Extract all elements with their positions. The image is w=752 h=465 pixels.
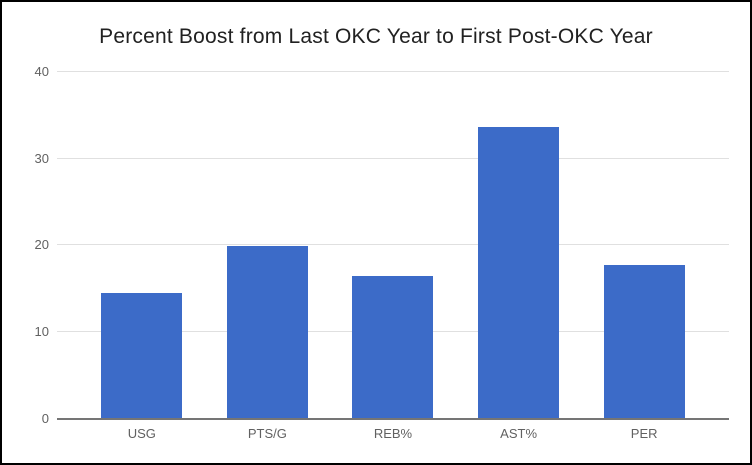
x-tick-label-REB%: REB% [373,426,413,441]
y-axis: 0 10 20 30 40 [2,65,49,426]
gridline-20 [57,244,729,245]
bar-PER [603,265,685,418]
chart-title: Percent Boost from Last OKC Year to Firs… [99,25,653,48]
bar-slot-PER [581,71,707,418]
x-tick-label-AST%: AST% [500,426,537,441]
bar-AST% [478,126,560,418]
bar-slot-USG [79,71,205,418]
gridline-40 [57,71,729,72]
x-axis: USG PTS/G REB% AST% PER [57,426,729,442]
y-tick-label-20: 20 [34,237,49,252]
bar-slot-REB% [330,71,456,418]
x-tick-label-USG: USG [127,426,156,441]
y-tick-label-40: 40 [34,64,49,79]
bar-USG [101,293,183,418]
y-tick-label-30: 30 [34,151,49,166]
bars [57,71,729,418]
bar-PTS/G [226,246,308,418]
bar-slot-PTS/G [205,71,331,418]
bar-REB% [352,275,434,418]
x-tick-label-PTS/G: PTS/G [247,426,287,441]
y-tick-label-0: 0 [41,411,49,426]
y-tick-label-10: 10 [34,324,49,339]
plot-area [57,71,729,420]
bar-slot-AST% [456,71,582,418]
gridline-30 [57,158,729,159]
x-tick-label-PER: PER [630,426,658,441]
